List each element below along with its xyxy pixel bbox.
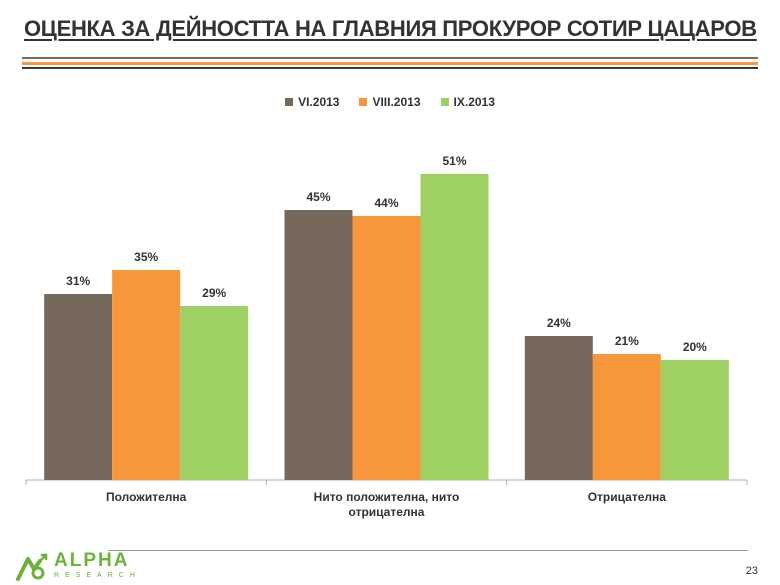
- legend-swatch-viii-2013: [359, 98, 368, 106]
- legend-item-vi-2013: VI.2013: [285, 95, 339, 109]
- data-label-vi-2013-1: 31%: [66, 274, 90, 288]
- legend-label-ix-2013: IX.2013: [453, 95, 495, 109]
- legend-item-viii-2013: VIII.2013: [359, 95, 421, 109]
- legend-swatch-ix-2013: [440, 98, 449, 106]
- bar-ix-2013-2: [420, 174, 489, 480]
- legend-label-viii-2013: VIII.2013: [372, 95, 421, 109]
- bar-vi-2013-3: [524, 336, 593, 480]
- category-label-2: Нито положителна, нито: [314, 490, 460, 504]
- data-label-ix-2013-2: 51%: [442, 154, 466, 168]
- chart-legend: VI.2013 VIII.2013 IX.2013: [0, 95, 780, 109]
- data-label-ix-2013-1: 29%: [202, 286, 226, 300]
- bar-ix-2013-3: [660, 360, 729, 480]
- bar-viii-2013-1: [112, 270, 181, 480]
- category-label-3: Отрицателна: [588, 490, 667, 504]
- bar-vi-2013-1: [44, 294, 113, 480]
- legend-swatch-vi-2013: [285, 98, 294, 106]
- data-label-vi-2013-2: 45%: [306, 190, 330, 204]
- title-rule-middle: [22, 62, 758, 65]
- category-label-2: отрицателна: [349, 505, 425, 519]
- data-label-vi-2013-3: 24%: [547, 316, 571, 330]
- slide-title: ОЦЕНКА ЗА ДЕЙНОСТТА НА ГЛАВНИЯ ПРОКУРОР …: [24, 16, 757, 41]
- footer-rule: [108, 550, 748, 551]
- bar-vi-2013-2: [284, 210, 353, 480]
- title-rule-bottom: [22, 67, 758, 69]
- page-number: 23: [745, 565, 758, 577]
- data-label-viii-2013-3: 21%: [615, 334, 639, 348]
- alpha-logo-icon: [16, 553, 48, 581]
- title-rule-top: [22, 57, 758, 59]
- data-label-ix-2013-3: 20%: [683, 340, 707, 354]
- data-label-viii-2013-2: 44%: [374, 196, 398, 210]
- bar-ix-2013-1: [180, 306, 249, 480]
- bar-chart: 31% 35% 29% Положителна 45% 44% 51% Нито положи…: [25, 154, 748, 519]
- bar-viii-2013-2: [352, 216, 421, 480]
- logo-sub: RESEARCH: [54, 572, 141, 579]
- alpha-research-logo: ALPHA RESEARCH: [14, 551, 141, 581]
- logo-word: ALPHA: [54, 550, 130, 571]
- legend-label-vi-2013: VI.2013: [298, 95, 340, 109]
- bar-viii-2013-3: [592, 354, 661, 480]
- legend-item-ix-2013: IX.2013: [440, 95, 495, 109]
- category-label-1: Положителна: [106, 490, 187, 504]
- data-label-viii-2013-1: 35%: [134, 250, 158, 264]
